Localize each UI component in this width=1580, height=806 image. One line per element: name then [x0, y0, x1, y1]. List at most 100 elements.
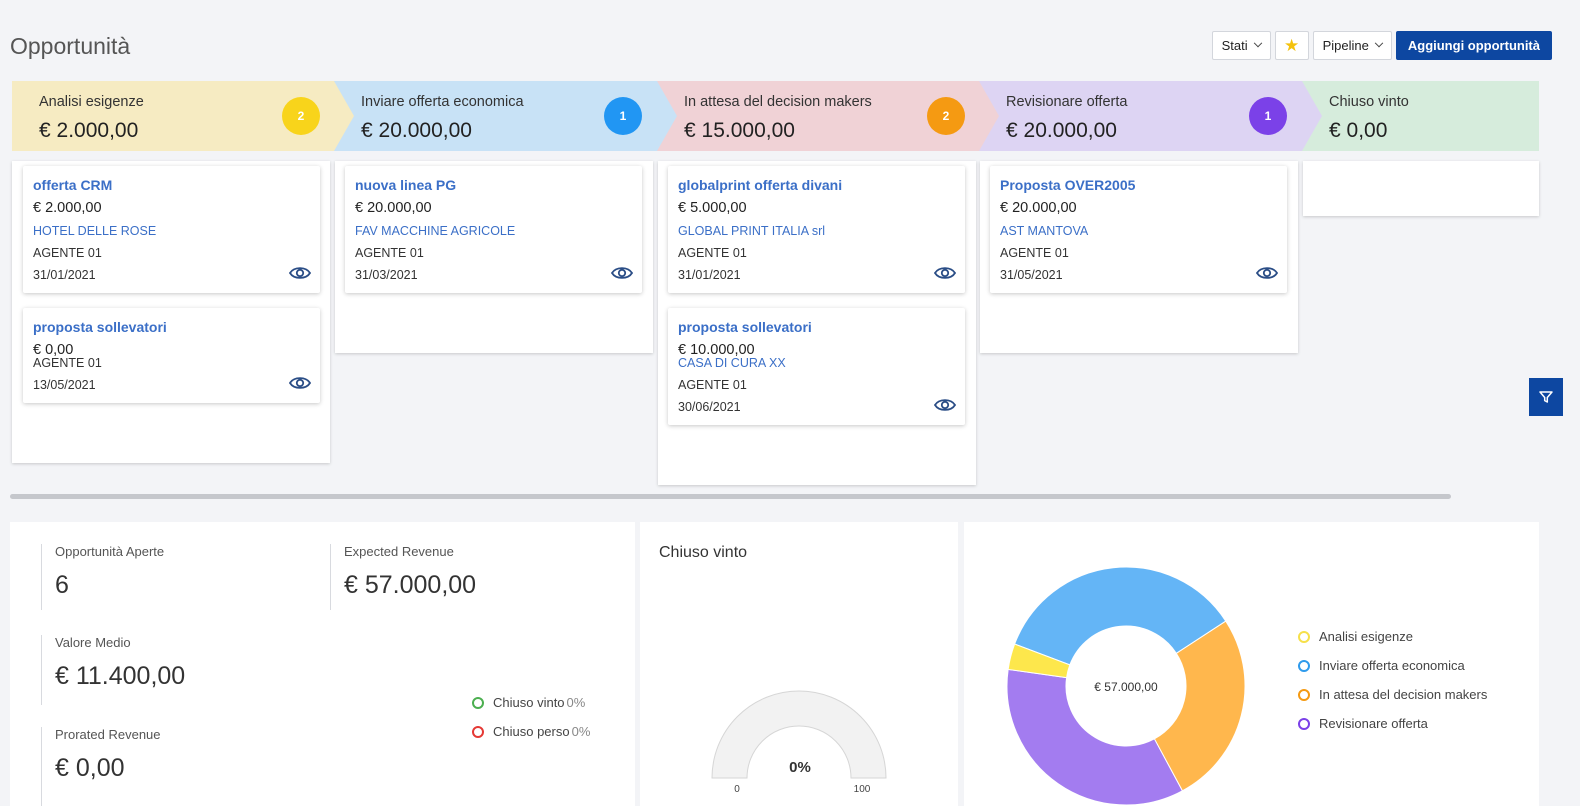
stage-count-badge: 2 — [927, 97, 965, 135]
stati-dropdown[interactable]: Stati — [1211, 31, 1271, 60]
donut-legend-item[interactable]: In attesa del decision makers — [1298, 687, 1487, 702]
legend-percent: 0% — [571, 724, 591, 739]
card-company[interactable]: HOTEL DELLE ROSE — [33, 224, 157, 238]
card-amount: € 0,00 — [33, 342, 74, 358]
card-title[interactable]: proposta sollevatori — [33, 319, 167, 335]
card-agent: AGENTE 01 — [678, 246, 747, 260]
stati-label: Stati — [1221, 38, 1248, 53]
card-date: 13/05/2021 — [33, 378, 96, 392]
card-date: 31/03/2021 — [355, 268, 418, 282]
card-date: 30/06/2021 — [678, 400, 741, 414]
eye-icon[interactable] — [611, 265, 633, 281]
pipeline-column-chiuso-vinto — [1303, 161, 1539, 216]
stage-header-attesa[interactable]: In attesa del decision makers € 15.000,0… — [657, 81, 1007, 151]
donut-slice[interactable] — [1153, 620, 1246, 792]
legend-label: In attesa del decision makers — [1319, 687, 1488, 702]
donut-slice[interactable] — [1006, 668, 1184, 806]
card-agent: AGENTE 01 — [355, 246, 424, 260]
donut-slice[interactable] — [1013, 566, 1227, 666]
card-agent: AGENTE 01 — [678, 378, 747, 392]
stage-header-inviare[interactable]: Inviare offerta economica € 20.000,00 1 — [334, 81, 684, 151]
stage-label: Chiuso vinto — [1329, 94, 1409, 110]
legend-chiuso-vinto: Chiuso vinto 0% — [472, 695, 585, 710]
eye-icon[interactable] — [289, 265, 311, 281]
card-title[interactable]: Proposta OVER2005 — [1000, 177, 1136, 193]
page-title: Opportunità — [10, 33, 131, 59]
kpi-open-opportunities: Opportunità Aperte 6 — [41, 544, 164, 610]
legend-chiuso-perso: Chiuso perso 0% — [472, 724, 590, 739]
stage-amount: € 2.000,00 — [39, 119, 139, 142]
stage-label: Analisi esigenze — [39, 94, 144, 110]
gauge-min-label: 0 — [734, 784, 740, 795]
card-amount: € 10.000,00 — [678, 342, 755, 358]
legend-dot — [1298, 630, 1310, 643]
stage-amount: € 20.000,00 — [361, 119, 472, 142]
favorite-button[interactable]: ★ — [1274, 31, 1309, 60]
stage-count-badge: 1 — [1249, 97, 1287, 135]
stage-label: Revisionare offerta — [1006, 94, 1128, 110]
card-company[interactable]: CASA DI CURA XX — [678, 356, 786, 370]
opportunity-card[interactable]: globalprint offerta divani € 5.000,00 GL… — [668, 166, 965, 293]
star-icon: ★ — [1283, 35, 1300, 55]
card-amount: € 20.000,00 — [355, 200, 432, 216]
kpi-value: 6 — [55, 571, 69, 599]
stage-header-revisionare[interactable]: Revisionare offerta € 20.000,00 1 — [979, 81, 1329, 151]
pipeline-label: Pipeline — [1322, 38, 1369, 53]
legend-label: Revisionare offerta — [1319, 716, 1428, 731]
pipeline-dropdown[interactable]: Pipeline — [1312, 31, 1392, 60]
donut-panel: € 57.000,00 Analisi esigenze Inviare off… — [964, 522, 1539, 806]
stage-header-chiuso-vinto[interactable]: Chiuso vinto € 0,00 — [1302, 81, 1539, 151]
kpi-prorated-revenue: Prorated Revenue € 0,00 — [41, 727, 161, 806]
card-company[interactable]: GLOBAL PRINT ITALIA srl — [678, 224, 826, 238]
toolbar: Stati ★ Pipeline Aggiungi opportunità — [1211, 31, 1552, 60]
gauge-max-label: 100 — [854, 784, 871, 795]
stage-count-badge: 2 — [282, 97, 320, 135]
gauge-title: Chiuso vinto — [659, 544, 748, 561]
card-title[interactable]: proposta sollevatori — [678, 319, 812, 335]
opportunity-card[interactable]: offerta CRM € 2.000,00 HOTEL DELLE ROSE … — [23, 166, 320, 293]
card-title[interactable]: nuova linea PG — [355, 177, 457, 193]
legend-percent: 0% — [566, 695, 586, 710]
eye-icon[interactable] — [289, 375, 311, 391]
legend-dot — [1298, 717, 1310, 730]
gauge-value-label: 0% — [789, 759, 811, 776]
card-amount: € 5.000,00 — [678, 200, 747, 216]
card-company[interactable]: FAV MACCHINE AGRICOLE — [355, 224, 516, 238]
donut-legend-item[interactable]: Inviare offerta economica — [1298, 658, 1465, 673]
filter-button[interactable] — [1529, 378, 1563, 416]
stage-shape — [1302, 81, 1539, 151]
card-agent: AGENTE 01 — [1000, 246, 1069, 260]
legend-dot — [1298, 659, 1310, 672]
eye-icon[interactable] — [934, 397, 956, 413]
opportunity-card[interactable]: proposta sollevatori € 0,00 AGENTE 01 13… — [23, 308, 320, 403]
stage-label: In attesa del decision makers — [684, 94, 872, 110]
card-amount: € 2.000,00 — [33, 200, 102, 216]
kpi-expected-revenue: Expected Revenue € 57.000,00 — [330, 544, 476, 610]
legend-label: Chiuso perso — [493, 724, 570, 739]
add-opportunity-button[interactable]: Aggiungi opportunità — [1395, 31, 1552, 60]
legend-dot — [1298, 688, 1310, 701]
legend-label: Analisi esigenze — [1319, 629, 1413, 644]
donut-legend-item[interactable]: Revisionare offerta — [1298, 716, 1428, 731]
opportunity-card[interactable]: proposta sollevatori € 10.000,00 CASA DI… — [668, 308, 965, 425]
eye-icon[interactable] — [934, 265, 956, 281]
chevron-down-icon — [1253, 38, 1262, 47]
kpi-label: Expected Revenue — [344, 544, 454, 559]
eye-icon[interactable] — [1256, 265, 1278, 281]
stage-header-analisi[interactable]: Analisi esigenze € 2.000,00 2 — [12, 81, 362, 151]
opportunity-card[interactable]: nuova linea PG € 20.000,00 FAV MACCHINE … — [345, 166, 642, 293]
donut-slice[interactable] — [1007, 643, 1071, 679]
stage-label: Inviare offerta economica — [361, 94, 524, 110]
kpi-panel: Opportunità Aperte 6 Expected Revenue € … — [10, 522, 635, 806]
legend-dot — [472, 725, 484, 738]
kpi-label: Valore Medio — [55, 635, 131, 650]
horizontal-scrollbar[interactable] — [10, 494, 1451, 499]
card-title[interactable]: globalprint offerta divani — [678, 177, 843, 193]
donut-center-label: € 57.000,00 — [1094, 680, 1158, 694]
opportunity-card[interactable]: Proposta OVER2005 € 20.000,00 AST MANTOV… — [990, 166, 1287, 293]
filter-icon — [1539, 391, 1553, 403]
gauge-track — [711, 690, 887, 779]
donut-legend-item[interactable]: Analisi esigenze — [1298, 629, 1413, 644]
card-company[interactable]: AST MANTOVA — [1000, 224, 1089, 238]
card-title[interactable]: offerta CRM — [33, 177, 113, 193]
